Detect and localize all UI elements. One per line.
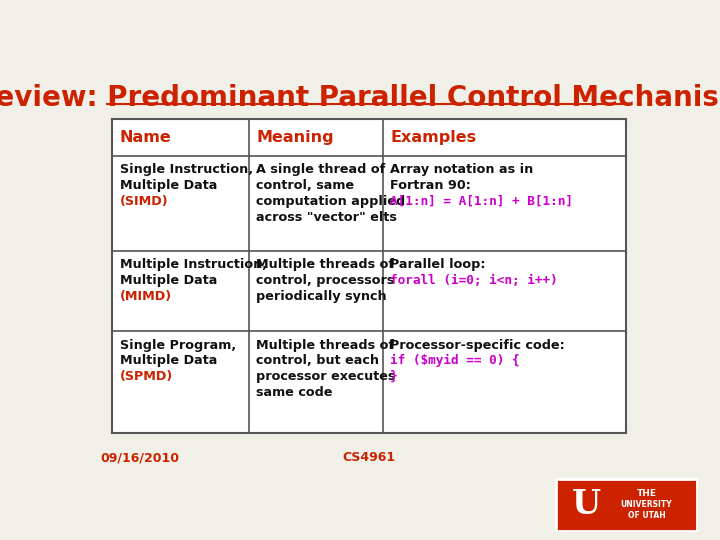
Text: same code: same code: [256, 386, 333, 399]
Text: 09/16/2010: 09/16/2010: [101, 451, 180, 464]
Text: Meaning: Meaning: [256, 130, 334, 145]
Text: Multiple Instruction,: Multiple Instruction,: [120, 259, 266, 272]
Text: U: U: [572, 488, 600, 522]
Text: (SIMD): (SIMD): [120, 195, 168, 208]
FancyBboxPatch shape: [112, 119, 626, 433]
Text: across "vector" elts: across "vector" elts: [256, 211, 397, 224]
Text: computation applied: computation applied: [256, 195, 405, 208]
Text: Fortran 90:: Fortran 90:: [390, 179, 471, 192]
FancyBboxPatch shape: [556, 479, 697, 531]
Text: (MIMD): (MIMD): [120, 290, 171, 303]
Text: Multiple threads of: Multiple threads of: [256, 339, 395, 352]
Text: Multiple Data: Multiple Data: [120, 274, 217, 287]
Text: }: }: [390, 370, 398, 383]
Text: A[1:n] = A[1:n] + B[1:n]: A[1:n] = A[1:n] + B[1:n]: [390, 195, 573, 208]
Text: Multiple threads of: Multiple threads of: [256, 259, 395, 272]
Text: forall (i=0; i<n; i++): forall (i=0; i<n; i++): [390, 274, 558, 287]
Text: UNIVERSITY: UNIVERSITY: [621, 501, 672, 509]
Text: Multiple Data: Multiple Data: [120, 179, 217, 192]
Text: processor executes: processor executes: [256, 370, 396, 383]
Text: periodically synch: periodically synch: [256, 290, 387, 303]
Text: Multiple Data: Multiple Data: [120, 354, 217, 367]
Text: Name: Name: [120, 130, 171, 145]
Text: Array notation as in: Array notation as in: [390, 163, 534, 176]
Text: control, processors: control, processors: [256, 274, 395, 287]
Text: A single thread of: A single thread of: [256, 163, 385, 176]
Text: if ($myid == 0) {: if ($myid == 0) {: [390, 354, 520, 367]
Text: (SPMD): (SPMD): [120, 370, 173, 383]
Text: Examples: Examples: [390, 130, 477, 145]
Text: control, but each: control, but each: [256, 354, 379, 367]
Text: CS4961: CS4961: [343, 451, 395, 464]
Text: Single Program,: Single Program,: [120, 339, 235, 352]
Text: THE: THE: [636, 489, 657, 497]
Text: Processor-specific code:: Processor-specific code:: [390, 339, 565, 352]
Text: Parallel loop:: Parallel loop:: [390, 259, 486, 272]
Text: OF UTAH: OF UTAH: [628, 511, 665, 520]
Text: Review: Predominant Parallel Control Mechanisms: Review: Predominant Parallel Control Mec…: [0, 84, 720, 112]
Text: Single Instruction,: Single Instruction,: [120, 163, 253, 176]
Text: control, same: control, same: [256, 179, 354, 192]
